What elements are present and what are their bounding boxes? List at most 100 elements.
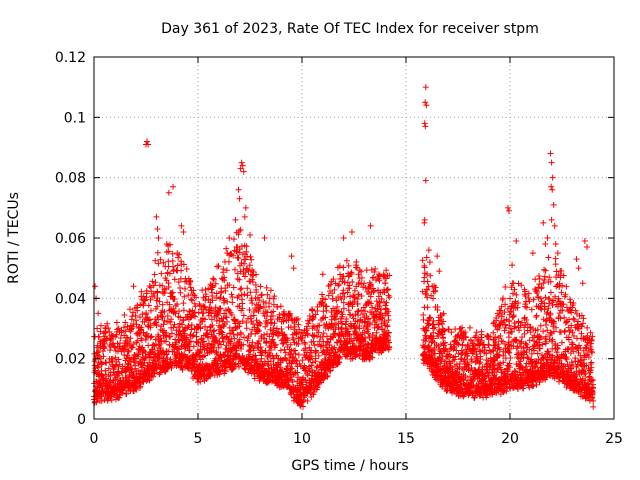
x-axis-label: GPS time / hours xyxy=(291,458,408,474)
data-point xyxy=(375,340,382,347)
data-point xyxy=(476,360,483,367)
data-point xyxy=(537,345,544,352)
data-point xyxy=(347,311,354,318)
data-point xyxy=(369,304,376,311)
data-point xyxy=(238,260,245,267)
data-point xyxy=(209,282,216,289)
data-point xyxy=(247,253,254,260)
data-point xyxy=(150,373,157,380)
data-point xyxy=(212,304,219,311)
data-point xyxy=(368,300,375,307)
data-point xyxy=(511,320,518,327)
data-point xyxy=(288,253,295,260)
data-point xyxy=(532,364,539,371)
data-point xyxy=(223,267,230,274)
data-point xyxy=(168,290,175,297)
data-point xyxy=(490,362,497,369)
data-point xyxy=(290,336,297,343)
data-point xyxy=(253,271,260,278)
data-point xyxy=(516,327,523,334)
data-point xyxy=(344,289,351,296)
data-point xyxy=(340,299,347,306)
data-point xyxy=(537,322,544,329)
data-point xyxy=(237,342,244,349)
data-point xyxy=(373,337,380,344)
data-point xyxy=(125,348,132,355)
data-point xyxy=(231,335,238,342)
data-point xyxy=(336,355,343,362)
data-point xyxy=(569,341,576,348)
data-point xyxy=(257,344,264,351)
data-point xyxy=(431,324,438,331)
data-point xyxy=(174,345,181,352)
data-point xyxy=(430,335,437,342)
data-point xyxy=(500,359,507,366)
data-point xyxy=(324,372,331,379)
data-point xyxy=(229,293,236,300)
data-point xyxy=(362,335,369,342)
data-point xyxy=(322,296,329,303)
data-point xyxy=(302,345,309,352)
data-point xyxy=(583,244,590,251)
data-point xyxy=(524,354,531,361)
data-point xyxy=(552,241,559,248)
data-point xyxy=(361,280,368,287)
data-point xyxy=(373,298,380,305)
data-point xyxy=(208,341,215,348)
data-point xyxy=(588,377,595,384)
data-point xyxy=(235,231,242,238)
data-point xyxy=(346,331,353,338)
data-point xyxy=(256,297,263,304)
data-point xyxy=(381,318,388,325)
data-point xyxy=(518,338,525,345)
data-point xyxy=(546,274,553,281)
data-point xyxy=(370,289,377,296)
data-point xyxy=(160,349,167,356)
data-point xyxy=(304,397,311,404)
data-point xyxy=(294,369,301,376)
data-point xyxy=(129,309,136,316)
data-point xyxy=(190,310,197,317)
data-point xyxy=(360,284,367,291)
data-point xyxy=(249,339,256,346)
data-point xyxy=(205,340,212,347)
data-point xyxy=(525,290,532,297)
data-point xyxy=(228,311,235,318)
data-point xyxy=(499,295,506,302)
data-point xyxy=(386,343,393,350)
data-point xyxy=(209,297,216,304)
data-point xyxy=(518,343,525,350)
data-point xyxy=(186,362,193,369)
data-point xyxy=(329,290,336,297)
data-point xyxy=(534,326,541,333)
data-point xyxy=(487,355,494,362)
data-point xyxy=(464,353,471,360)
data-point xyxy=(185,292,192,299)
data-point xyxy=(180,317,187,324)
data-point xyxy=(332,330,339,337)
data-point xyxy=(171,308,178,315)
data-point xyxy=(513,238,520,245)
data-point xyxy=(430,329,437,336)
data-point xyxy=(385,317,392,324)
data-point xyxy=(535,356,542,363)
data-point xyxy=(118,327,125,334)
data-point xyxy=(503,324,510,331)
data-point xyxy=(160,321,167,328)
data-point xyxy=(156,370,163,377)
data-point xyxy=(150,282,157,289)
data-point xyxy=(346,293,353,300)
data-point xyxy=(495,341,502,348)
data-point xyxy=(421,120,428,127)
data-point xyxy=(525,294,532,301)
data-point xyxy=(422,123,429,130)
data-point xyxy=(168,330,175,337)
data-point xyxy=(424,278,431,285)
data-point xyxy=(223,245,230,252)
data-point xyxy=(542,267,549,274)
data-point xyxy=(505,368,512,375)
data-point xyxy=(134,337,141,344)
data-point xyxy=(120,324,127,331)
data-point xyxy=(382,280,389,287)
data-point xyxy=(541,303,548,310)
